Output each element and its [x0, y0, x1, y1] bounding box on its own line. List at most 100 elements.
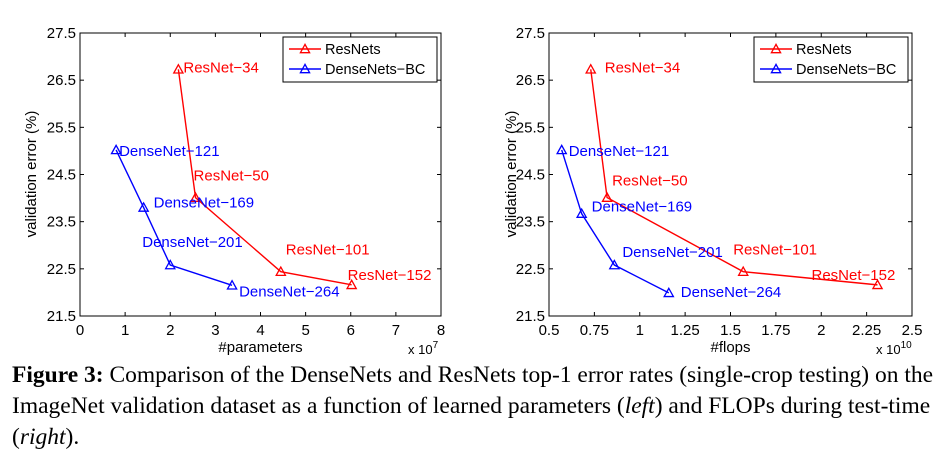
y-tick-label: 27.5 — [516, 25, 545, 42]
x-tick-label: 0.5 — [539, 322, 560, 339]
x-tick-label: 1 — [636, 322, 644, 339]
y-tick-label: 24.5 — [516, 167, 545, 184]
chart-parameters: 0 1 2 3 4 5 6 7 8 21.5 22.5 23.5 24.5 25.5 26.5 27.5 #pa… — [23, 25, 445, 357]
legend-entry: ResNets — [325, 42, 381, 58]
series-resnets: ResNet−34 ResNet−50 ResNet−101 ResNet−152 — [172, 59, 432, 290]
caption-text-2: ) and FLOPs during test-time ( — [12, 393, 931, 450]
x-tick-label: 1.25 — [671, 322, 700, 339]
data-label: ResNet−101 — [733, 242, 817, 259]
x-tick-label: 2.5 — [902, 322, 923, 339]
y-tick-label: 21.5 — [47, 308, 76, 325]
data-point — [608, 259, 621, 270]
x-tick-label: 4 — [256, 322, 264, 339]
y-tick-label: 22.5 — [47, 261, 76, 278]
data-label: DenseNet−201 — [622, 244, 723, 261]
data-point — [663, 286, 675, 298]
series-line — [590, 69, 878, 286]
caption-text-3: ). — [65, 424, 80, 450]
caption-label: Figure 3: — [12, 362, 104, 388]
data-label: DenseNet−121 — [569, 143, 670, 160]
legend: ResNets DenseNets−BC — [753, 36, 909, 83]
legend-entry: DenseNets−BC — [796, 62, 896, 78]
y-tick-label: 25.5 — [47, 119, 76, 136]
data-point — [172, 63, 185, 74]
caption-text-1: Comparison of the DenseNets and ResNets … — [12, 362, 934, 419]
series-resnets: ResNet−34 ResNet−50 ResNet−101 ResNet−152 — [585, 59, 896, 290]
x-tick-label: 6 — [347, 322, 355, 339]
x-tick-label: 1 — [121, 322, 129, 339]
data-label: ResNet−101 — [286, 242, 370, 259]
x-tick-label: 2 — [166, 322, 174, 339]
x-axis-multiplier: x 1010 — [876, 340, 912, 357]
data-point — [137, 201, 150, 212]
data-label: ResNet−34 — [605, 59, 680, 76]
x-tick-label: 0 — [76, 322, 84, 339]
series-line — [177, 69, 352, 286]
caption-right-word: right — [19, 424, 66, 450]
data-point — [345, 278, 358, 290]
x-tick-label: 1.75 — [761, 322, 790, 339]
data-point — [737, 265, 749, 276]
series-line — [115, 149, 233, 287]
y-tick-label: 22.5 — [516, 261, 545, 278]
legend-entry: ResNets — [796, 42, 852, 58]
legend-entry: DenseNets−BC — [325, 62, 425, 78]
legend-marker — [299, 43, 311, 54]
data-label: DenseNet−264 — [239, 283, 339, 300]
series-line — [561, 149, 670, 294]
figure-caption: Figure 3: Comparison of the DenseNets an… — [12, 360, 942, 453]
x-axis-label: #flops — [710, 339, 750, 356]
y-tick-label: 26.5 — [516, 72, 545, 89]
chart-flops: 0.5 0.75 1 1.25 1.5 1.75 2 2.25 2.5 21.5 22.5 23.5 2… — [503, 25, 923, 357]
data-label: DenseNet−201 — [142, 234, 243, 251]
y-tick-label: 23.5 — [47, 214, 76, 231]
y-tick-label: 23.5 — [516, 214, 545, 231]
data-point — [871, 278, 884, 290]
data-point — [275, 265, 287, 276]
legend-marker — [770, 63, 782, 74]
y-axis-label: validation error (%) — [503, 111, 520, 238]
data-label: ResNet−50 — [612, 173, 687, 190]
x-tick-label: 2.25 — [852, 322, 881, 339]
x-tick-label: 5 — [301, 322, 309, 339]
data-label: DenseNet−121 — [119, 143, 220, 160]
data-point — [601, 191, 613, 202]
data-point — [226, 279, 238, 290]
y-axis-label: validation error (%) — [23, 111, 40, 238]
charts-container: 0 1 2 3 4 5 6 7 8 21.5 22.5 23.5 24.5 25.5 26.5 27.5 #pa… — [23, 25, 923, 357]
legend: ResNets DenseNets−BC — [282, 36, 438, 83]
data-point — [556, 144, 568, 155]
data-label: ResNet−152 — [348, 267, 432, 284]
data-point — [585, 63, 597, 74]
x-axis-label: #parameters — [218, 339, 302, 356]
data-label: ResNet−50 — [194, 168, 269, 185]
legend-marker — [299, 63, 311, 74]
data-point — [575, 207, 588, 218]
legend-box — [753, 36, 909, 83]
x-tick-label: 1.5 — [720, 322, 741, 339]
data-label: DenseNet−169 — [592, 199, 693, 216]
y-tick-label: 21.5 — [516, 308, 545, 325]
data-label: ResNet−34 — [183, 59, 258, 76]
x-tick-label: 8 — [437, 322, 445, 339]
x-tick-label: 2 — [817, 322, 825, 339]
x-tick-label: 7 — [392, 322, 400, 339]
x-tick-label: 0.75 — [580, 322, 609, 339]
y-tick-label: 25.5 — [516, 119, 545, 136]
y-tick-label: 27.5 — [47, 25, 76, 42]
data-point — [110, 144, 122, 155]
data-label: ResNet−152 — [812, 267, 896, 284]
x-axis-multiplier: x 107 — [408, 340, 439, 357]
series-densenets-bc: DenseNet−121 DenseNet−169 DenseNet−201 Dens… — [556, 143, 782, 301]
data-label: DenseNet−264 — [681, 284, 782, 301]
x-tick-label: 3 — [211, 322, 219, 339]
data-label: DenseNet−169 — [154, 195, 255, 212]
data-point — [189, 191, 202, 202]
legend-marker — [770, 43, 782, 54]
data-point — [164, 259, 176, 270]
caption-left-word: left — [624, 393, 655, 419]
legend-box — [282, 36, 438, 83]
y-tick-label: 26.5 — [47, 72, 76, 89]
y-tick-label: 24.5 — [47, 167, 76, 184]
series-densenets-bc: DenseNet−121 DenseNet−169 DenseNet−201 Dens… — [110, 143, 340, 300]
